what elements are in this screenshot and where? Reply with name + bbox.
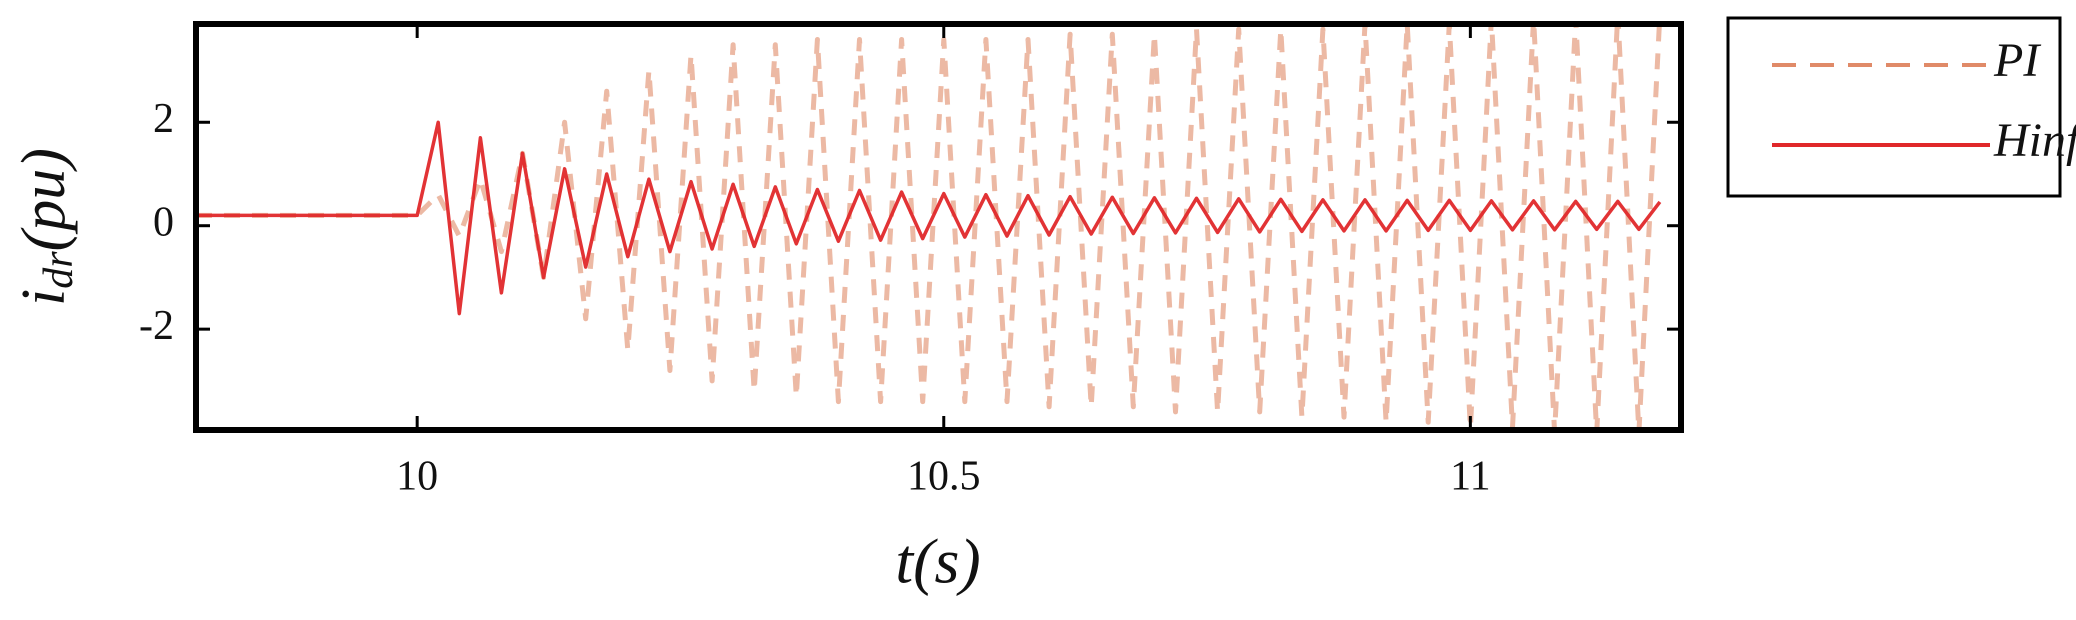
- y-label-sub: dr: [36, 251, 82, 289]
- plot-lines: [196, 24, 1662, 430]
- y-tick-label: 2: [153, 96, 174, 142]
- x-axis-label: t(s): [895, 526, 980, 597]
- legend-label: Hinf: [1993, 114, 2076, 167]
- y-label-rest: (pu): [10, 148, 78, 251]
- y-axis-label: idr(pu): [10, 148, 81, 306]
- series-line: [196, 120, 1662, 316]
- x-tick-label: 10: [396, 454, 438, 500]
- x-tick-label: 10.5: [907, 454, 981, 500]
- x-tick-label: 11: [1450, 454, 1490, 500]
- series-line: [196, 24, 1662, 430]
- plot-frame: [193, 21, 1684, 433]
- legend-box: [1726, 16, 2062, 198]
- legend-label: PI: [1993, 34, 2041, 87]
- y-tick-label: -2: [139, 303, 174, 349]
- y-tick-label: 0: [153, 199, 174, 245]
- y-label-main: i: [10, 289, 78, 306]
